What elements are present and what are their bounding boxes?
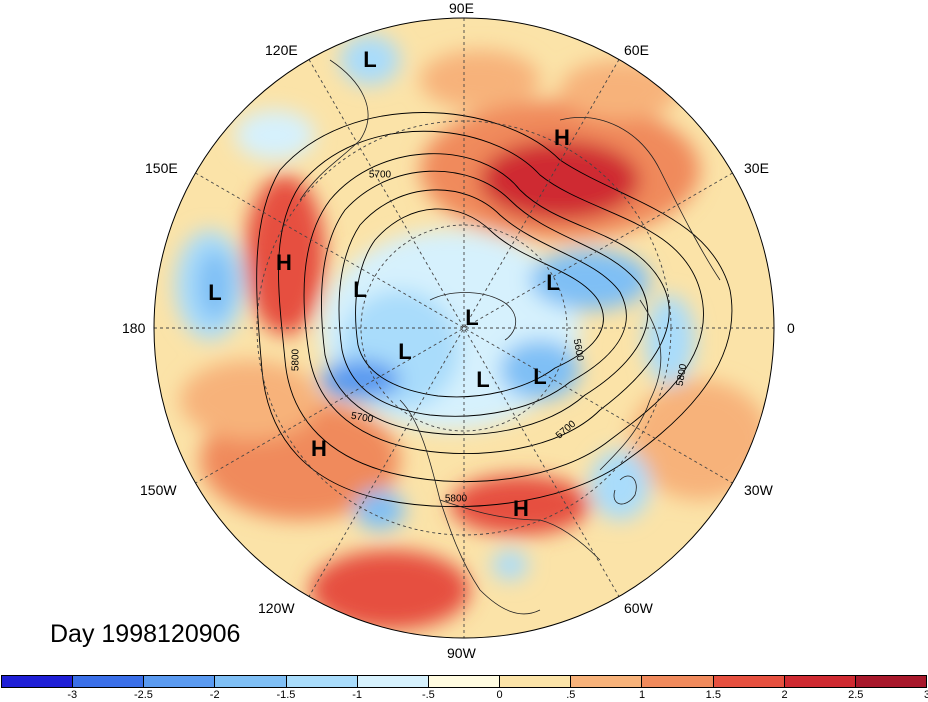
polar-map [153, 17, 775, 639]
colorbar-tick-label: -1 [352, 689, 363, 701]
colorbar-tick-label: -3 [67, 689, 78, 701]
pressure-center-low: L [353, 277, 367, 302]
anomaly-field [154, 18, 774, 638]
lon-label-150e: 150E [145, 160, 178, 176]
colorbar-swatch [357, 676, 429, 687]
map-boundary [153, 17, 775, 639]
pressure-center-low: L [546, 270, 560, 295]
lon-label-120e: 120E [265, 42, 298, 58]
colorbar-tick-label: -2 [209, 689, 220, 701]
colorbar-swatch [428, 676, 501, 687]
colorbar [1, 675, 927, 688]
colorbar-tick-label: -1.5 [276, 689, 296, 701]
lon-label-90w: 90W [447, 645, 476, 661]
contour-label: 5800 [444, 493, 468, 505]
colorbar-swatch [784, 676, 856, 687]
colorbar-swatch [713, 676, 785, 687]
colorbar-swatch [571, 676, 643, 687]
colorbar-swatch [2, 676, 74, 687]
pressure-center-low: L [398, 339, 412, 364]
colorbar-swatch [500, 676, 572, 687]
pressure-center-high: H [513, 496, 529, 521]
pressure-center-low: L [363, 47, 377, 72]
colorbar-tick-label: .5 [566, 689, 576, 701]
colorbar-tick-label: 1.5 [705, 689, 721, 701]
colorbar-swatch [286, 676, 358, 687]
pressure-center-low: L [208, 280, 222, 305]
lon-label-60w: 60W [624, 600, 653, 616]
colorbar-swatch [642, 676, 714, 687]
colorbar-tick-label: 2.5 [848, 689, 864, 701]
graticule [154, 18, 774, 638]
lon-label-150w: 150W [140, 482, 177, 498]
colorbar-tick-label: 2 [781, 689, 788, 701]
height-contours [256, 112, 733, 508]
colorbar-tick-label: 0 [496, 689, 503, 701]
colorbar-swatch [215, 676, 287, 687]
lon-label-60e: 60E [624, 42, 649, 58]
pressure-center-low: L [476, 367, 490, 392]
contour-label: 5800 [290, 348, 302, 372]
lon-label-30e: 30E [744, 160, 769, 176]
colorbar-swatch [855, 676, 927, 687]
lon-label-180: 180 [122, 320, 146, 336]
colorbar-tick-label: 1 [639, 689, 646, 701]
lon-label-120w: 120W [258, 600, 295, 616]
colorbar-swatch [73, 676, 145, 687]
pressure-center-high: H [276, 250, 292, 275]
colorbar-tick-label: -.5 [421, 689, 435, 701]
lon-label-0: 0 [787, 320, 795, 336]
lon-label-90e: 90E [449, 0, 474, 16]
pressure-center-high: H [311, 436, 327, 461]
colorbar-swatch [144, 676, 216, 687]
contour-label: 5700 [368, 169, 392, 181]
pressure-center-low: L [533, 364, 547, 389]
colorbar-tick-label: 3 [923, 689, 928, 701]
day-label: Day 1998120906 [50, 620, 241, 648]
lon-label-30w: 30W [744, 482, 773, 498]
pressure-center-low: L [465, 305, 479, 330]
colorbar-tick-label: -2.5 [133, 689, 153, 701]
pressure-center-high: H [554, 125, 570, 150]
